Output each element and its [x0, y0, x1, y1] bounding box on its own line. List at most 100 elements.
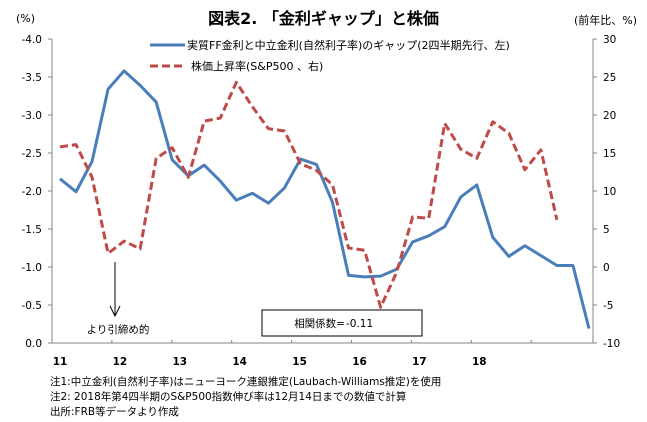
right-axis-tick-label: 0 [603, 262, 610, 274]
data-point-stock [508, 133, 509, 134]
legend: 実質FF金利と中立金利(自然利子率)のギャップ(2四半期先行、左) 株価上昇率(… [150, 38, 510, 73]
data-point-stock [444, 123, 445, 124]
data-point-gap [316, 164, 317, 165]
data-point-stock [364, 250, 365, 251]
right-axis-unit: (前年比、%) [574, 14, 638, 27]
data-point-stock [172, 147, 173, 148]
right-axis-tick-label: -10 [603, 338, 620, 350]
note-1: 注1:中立金利(自然利子率)はニューヨーク連銀推定(Laubach-Willia… [50, 376, 442, 388]
data-point-gap [332, 202, 333, 203]
data-point-gap [268, 203, 269, 204]
data-point-gap [460, 197, 461, 198]
data-point-gap [476, 184, 477, 185]
data-point-gap [380, 276, 381, 277]
data-point-stock [460, 149, 461, 150]
data-point-stock [556, 219, 557, 220]
data-point-stock [348, 248, 349, 249]
data-point-gap [556, 265, 557, 266]
right-axis-tick-label: 20 [603, 110, 616, 122]
data-point-stock [268, 128, 269, 129]
series-line-gap [59, 69, 591, 329]
series-line-stock [59, 80, 559, 309]
data-point-gap [444, 226, 445, 227]
right-axis-tick-label: 5 [603, 224, 610, 236]
left-axis-tick-label: -2.5 [22, 148, 43, 160]
data-point-stock [284, 130, 285, 131]
data-point-stock [236, 82, 237, 83]
data-point-gap [284, 187, 285, 188]
data-point-stock [108, 253, 109, 254]
tightening-label: より引締め的 [87, 323, 150, 336]
data-point-gap [220, 181, 221, 182]
data-point-gap [188, 175, 189, 176]
data-point-stock [140, 248, 141, 249]
data-point-gap [204, 165, 205, 166]
left-axis-tick-label: -1.0 [22, 262, 43, 274]
correlation-box [261, 309, 423, 337]
data-point-stock [412, 216, 413, 217]
data-point-stock [524, 169, 525, 170]
data-point-stock [540, 149, 541, 150]
x-axis-tick-label: 12 [113, 356, 128, 368]
data-point-stock [428, 218, 429, 219]
data-point-gap [172, 159, 173, 160]
data-point-stock [316, 170, 317, 171]
axes: -4.0 -3.5 -3.0 -2.5 -2.0 -1.5 -1.0 -0.5 0.0 30 25 2… [22, 34, 621, 368]
note-2: 注2: 2018年第4四半期のS&P500指数伸び率は12月14日までの数値で計… [50, 391, 407, 403]
legend-label-stock: 株価上昇率(S&P500 、右) [191, 59, 323, 73]
x-axis-tick-label: 11 [53, 356, 68, 368]
data-point-gap [524, 245, 525, 246]
data-point-gap [588, 328, 589, 329]
data-point-gap [252, 193, 253, 194]
data-point-stock [156, 158, 157, 159]
left-axis-tick-label: -1.5 [22, 224, 43, 236]
left-axis-tick-label: -2.0 [22, 186, 43, 198]
tightening-arrow-head [109, 305, 121, 318]
data-point-gap [540, 255, 541, 256]
data-point-gap [508, 256, 509, 257]
data-point-stock [220, 118, 221, 119]
data-point-gap [412, 241, 413, 242]
data-point-gap [60, 178, 61, 179]
annotations: より引締め的 相関係数= -0.11 [87, 262, 423, 337]
legend-label-gap: 実質FF金利と中立金利(自然利子率)のギャップ(2四半期先行、左) [187, 38, 510, 52]
x-axis-tick-label: 18 [472, 356, 487, 368]
right-axis-tick-label: 10 [603, 186, 616, 198]
series-lines [59, 69, 591, 329]
data-point-gap [364, 276, 365, 277]
data-point-stock [204, 121, 205, 122]
data-point-gap [428, 235, 429, 236]
data-point-gap [156, 102, 157, 103]
data-point-stock [476, 158, 477, 159]
data-point-stock [76, 144, 77, 145]
left-axis-tick-label: -3.5 [22, 72, 43, 84]
x-axis-tick-label: 13 [172, 356, 187, 368]
source-note: 出所:FRB等データより作成 [50, 406, 179, 418]
data-point-gap [572, 265, 573, 266]
data-point-stock [124, 241, 125, 242]
right-axis-tick-label: 30 [603, 34, 616, 46]
right-axis-tick-label: 15 [603, 148, 616, 160]
data-point-stock [396, 272, 397, 273]
correlation-value: -0.11 [346, 318, 373, 330]
data-point-gap [236, 200, 237, 201]
data-point-stock [332, 184, 333, 185]
correlation-label: 相関係数= [294, 317, 345, 330]
left-axis-tick-label: -4.0 [22, 34, 43, 46]
data-point-gap [92, 161, 93, 162]
data-point-gap [492, 237, 493, 238]
left-axis-tick-label: -0.5 [22, 300, 43, 312]
data-point-stock [380, 307, 381, 308]
data-point-gap [76, 191, 77, 192]
data-point-gap [396, 269, 397, 270]
data-point-gap [300, 159, 301, 160]
right-axis-tick-label: 25 [603, 72, 616, 84]
left-axis-tick-label: 0.0 [25, 338, 42, 350]
x-axis-tick-label: 16 [352, 356, 367, 368]
data-point-stock [60, 146, 61, 147]
right-axis-tick-label: -5 [603, 300, 613, 312]
x-axis-tick-label: 15 [292, 356, 307, 368]
left-axis-tick-label: -3.0 [22, 110, 43, 122]
data-point-gap [124, 70, 125, 71]
